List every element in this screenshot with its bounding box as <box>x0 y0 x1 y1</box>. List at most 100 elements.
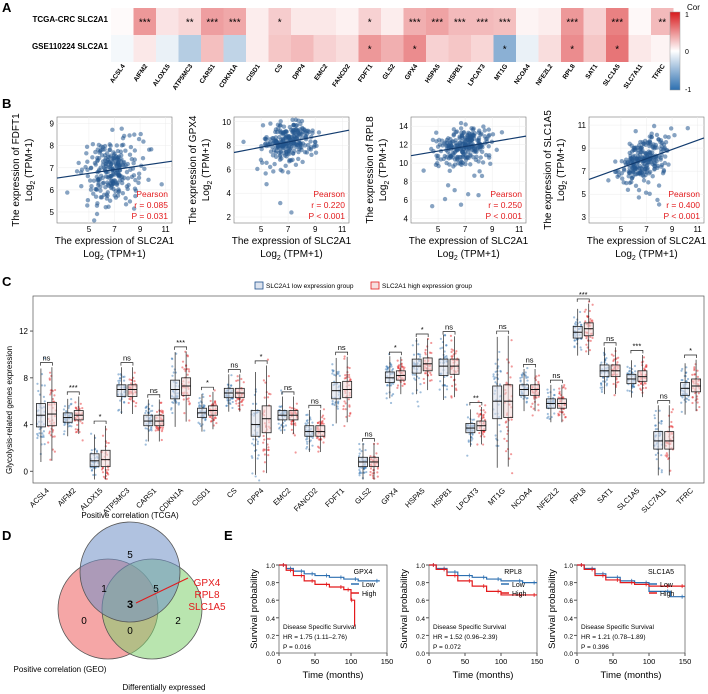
jitter-point <box>251 442 254 445</box>
jitter-point <box>81 406 84 410</box>
jitter-point <box>655 458 658 461</box>
jitter-point <box>416 400 419 403</box>
jitter-point <box>671 425 674 428</box>
jitter-point <box>187 400 190 403</box>
heatmap-column-label: CDKN1A <box>218 63 239 89</box>
heatmap-cell <box>178 8 201 35</box>
y-tick-label: 8 <box>404 178 409 187</box>
jitter-point <box>360 471 363 475</box>
jitter-point <box>107 473 110 476</box>
jitter-point <box>336 402 340 405</box>
jitter-point <box>202 395 205 399</box>
jitter-point <box>171 357 174 361</box>
jitter-point <box>586 315 589 319</box>
jitter-point <box>43 384 46 387</box>
data-point <box>84 151 89 156</box>
x-axis-label: Time (months) <box>303 670 364 681</box>
jitter-point <box>101 471 105 474</box>
data-point <box>436 163 441 169</box>
jitter-point <box>588 309 591 313</box>
x-tick-label: 0 <box>427 657 431 666</box>
data-point <box>629 179 634 185</box>
data-point <box>629 156 634 161</box>
color-scale-bar <box>669 11 681 91</box>
box-high <box>422 357 433 372</box>
jitter-point <box>687 395 690 398</box>
jitter-point <box>48 378 51 381</box>
heatmap-cell <box>561 8 584 35</box>
jitter-point <box>546 391 549 394</box>
data-point <box>306 129 312 135</box>
jitter-point <box>51 397 55 401</box>
data-point <box>466 155 471 160</box>
data-point <box>132 132 137 137</box>
jitter-point <box>204 419 207 422</box>
significance-bracket <box>201 386 214 391</box>
data-point <box>616 169 621 174</box>
data-point <box>123 196 128 201</box>
y-tick-label: 8 <box>50 142 55 151</box>
jitter-point <box>358 474 361 477</box>
data-point <box>275 145 280 151</box>
data-point <box>133 177 138 183</box>
y-tick-label: 0.0 <box>266 651 275 658</box>
jitter-point <box>526 396 529 400</box>
y-tick-label: 5 <box>582 190 587 199</box>
data-point <box>129 174 135 180</box>
data-point <box>116 188 122 194</box>
jitter-point <box>358 471 361 475</box>
data-point <box>142 166 147 172</box>
y-tick-label: 0.4 <box>416 616 425 623</box>
box-high <box>449 358 460 375</box>
jitter-point <box>230 384 233 387</box>
data-point <box>668 126 674 131</box>
data-point <box>661 142 667 147</box>
significance-label: * <box>260 352 263 361</box>
jitter-point <box>264 381 267 384</box>
heatmap-cell <box>606 8 629 35</box>
jitter-point <box>574 320 578 324</box>
heatmap-column-label: ATP5MC3 <box>172 63 195 92</box>
y-tick-label: 0.8 <box>266 581 275 588</box>
panel-label-b: B <box>2 96 11 111</box>
jitter-point <box>208 394 212 398</box>
data-point <box>95 177 100 183</box>
jitter-point <box>591 303 594 306</box>
jitter-point <box>389 384 393 387</box>
pearson-r: r = 0.220 <box>311 200 345 210</box>
jitter-point <box>559 394 562 397</box>
jitter-point <box>95 449 99 452</box>
jitter-point <box>546 412 549 416</box>
jitter-point <box>290 422 293 425</box>
jitter-point <box>584 308 587 311</box>
jitter-point <box>617 380 620 384</box>
jitter-point <box>150 427 153 430</box>
data-point <box>479 173 485 179</box>
jitter-point <box>213 417 216 420</box>
x-tick-label: 50 <box>461 657 469 666</box>
box-low <box>680 382 690 396</box>
gene-label: TFRC <box>674 486 695 507</box>
jitter-point <box>403 382 406 386</box>
heatmap-cell <box>358 35 381 62</box>
y-tick-label: 0.6 <box>416 598 425 605</box>
color-scale-tick: 0 <box>685 49 689 56</box>
significance-label: ns <box>311 396 319 405</box>
jitter-point <box>322 408 326 411</box>
jitter-point <box>478 405 481 408</box>
jitter-point <box>606 376 609 379</box>
jitter-point <box>266 448 269 452</box>
jitter-point <box>333 373 336 376</box>
data-point <box>120 190 126 196</box>
jitter-point <box>172 401 175 405</box>
jitter-point <box>443 334 447 337</box>
jitter-point <box>90 432 93 435</box>
heatmap-column-label: SLC7A11 <box>622 63 644 90</box>
data-point <box>287 124 293 130</box>
venn-set-label: Positive correlation (GEO) <box>14 665 107 674</box>
jitter-point <box>450 396 453 399</box>
data-point <box>462 141 468 147</box>
jitter-point <box>43 357 46 360</box>
jitter-point <box>685 380 688 383</box>
jitter-point <box>75 408 79 411</box>
